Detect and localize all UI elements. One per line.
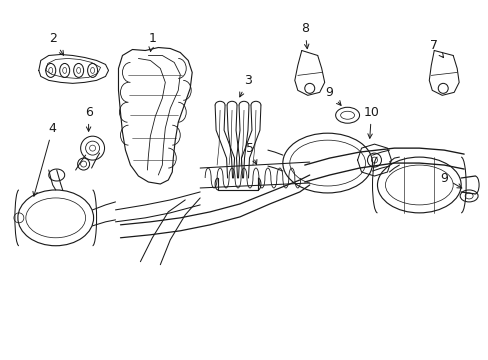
Text: 1: 1 [148, 32, 156, 51]
Text: 4: 4 [33, 122, 57, 196]
Text: 2: 2 [49, 32, 63, 55]
Text: 9: 9 [439, 171, 461, 188]
Text: 7: 7 [429, 39, 443, 58]
Text: 6: 6 [84, 106, 92, 131]
Text: 3: 3 [239, 74, 251, 97]
Text: 5: 5 [245, 141, 256, 165]
Text: 10: 10 [363, 106, 379, 138]
Text: 9: 9 [325, 86, 340, 105]
Text: 8: 8 [300, 22, 308, 49]
